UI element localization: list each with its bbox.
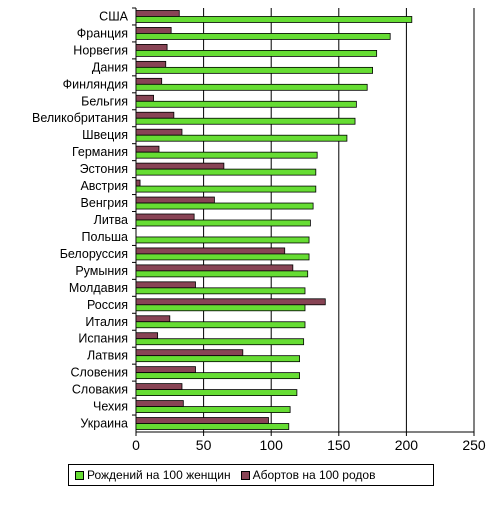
legend-swatch-abortions	[240, 470, 250, 480]
bar-abortions	[135, 281, 196, 289]
bar-abortions	[135, 400, 184, 407]
category-label: Латвия	[87, 349, 128, 363]
bar-births	[135, 304, 306, 312]
legend-label-births: Рождений на 100 женщин	[87, 468, 231, 482]
bar-births	[135, 151, 318, 159]
category-label: Белоруссия	[60, 247, 128, 261]
x-tick-label: 150	[327, 437, 351, 453]
category-label: Швеция	[82, 128, 128, 142]
legend: Рождений на 100 женщин Абортов на 100 ро…	[68, 464, 434, 486]
x-tick-label: 50	[196, 437, 212, 453]
bar-births	[135, 270, 309, 278]
bar-abortions	[135, 77, 163, 85]
bar-abortions	[135, 179, 141, 187]
bar-abortions	[135, 10, 180, 17]
category-label: Испания	[78, 332, 128, 346]
category-label: Эстония	[80, 162, 128, 176]
bar-births	[135, 50, 378, 57]
bar-abortions	[135, 247, 286, 255]
bar-births	[135, 236, 310, 244]
category-label: Литва	[94, 213, 128, 227]
legend-item-births: Рождений на 100 женщин	[75, 468, 231, 482]
bar-abortions	[135, 60, 167, 68]
bar-births	[135, 83, 368, 91]
legend-swatch-births	[75, 470, 84, 480]
category-label: Чехия	[93, 400, 128, 414]
category-label: Финляндия	[63, 77, 128, 91]
category-label: Румыния	[75, 264, 128, 278]
legend-label-abortions: Абортов на 100 родов	[252, 468, 376, 482]
bar-abortions	[135, 213, 195, 221]
bar-abortions	[135, 111, 175, 119]
category-label: Россия	[87, 298, 128, 312]
bar-abortions	[135, 383, 183, 391]
bar-abortions	[135, 417, 269, 424]
bar-births	[135, 389, 298, 397]
category-label: Словакия	[72, 383, 128, 397]
bar-abortions	[135, 44, 168, 51]
category-label: Великобритания	[32, 111, 128, 125]
bar-births	[135, 423, 290, 430]
bar-births	[135, 355, 300, 363]
bar-births	[135, 253, 310, 261]
legend-item-abortions: Абортов на 100 родов	[240, 468, 376, 482]
bar-births	[135, 134, 348, 142]
x-tick-label: 250	[462, 437, 486, 453]
bar-abortions	[135, 145, 160, 153]
category-label: Дания	[92, 60, 128, 74]
bar-abortions	[135, 94, 154, 102]
category-label: Италия	[85, 315, 128, 329]
category-label: Австрия	[80, 179, 128, 193]
category-label: Германия	[72, 145, 128, 159]
bar-births	[135, 16, 413, 23]
bar-abortions	[135, 366, 196, 374]
category-label: Норвегия	[73, 43, 128, 57]
category-label: Польша	[82, 230, 128, 244]
bar-abortions	[135, 128, 183, 136]
category-label: Словения	[70, 366, 128, 380]
bar-births	[135, 33, 391, 40]
x-tick-label: 100	[260, 437, 284, 453]
bar-abortions	[135, 264, 294, 272]
bar-births	[135, 202, 314, 210]
x-tick-label: 0	[132, 437, 140, 453]
bar-births	[135, 372, 300, 380]
bar-abortions	[135, 332, 159, 340]
category-label: Франция	[77, 26, 128, 40]
category-label: США	[99, 9, 128, 23]
bar-births	[135, 406, 291, 413]
category-label: Венгрия	[81, 196, 128, 210]
x-tick-label: 200	[395, 437, 419, 453]
bar-abortions	[135, 196, 215, 204]
bar-abortions	[135, 162, 225, 170]
bar-births	[135, 287, 306, 295]
category-label: Молдавия	[69, 281, 128, 295]
bar-abortions	[135, 349, 244, 357]
bar-births	[135, 168, 317, 176]
bar-abortions	[135, 27, 172, 34]
bar-abortions	[135, 315, 171, 323]
bar-births	[135, 185, 317, 193]
bar-births	[135, 117, 356, 125]
bar-births	[135, 219, 311, 227]
bar-births	[135, 100, 357, 108]
bar-births	[135, 321, 306, 329]
category-label: Украина	[80, 417, 128, 431]
bar-births	[135, 338, 305, 346]
bar-births	[135, 66, 374, 74]
bar-abortions	[135, 298, 326, 306]
category-label: Бельгия	[81, 94, 128, 108]
